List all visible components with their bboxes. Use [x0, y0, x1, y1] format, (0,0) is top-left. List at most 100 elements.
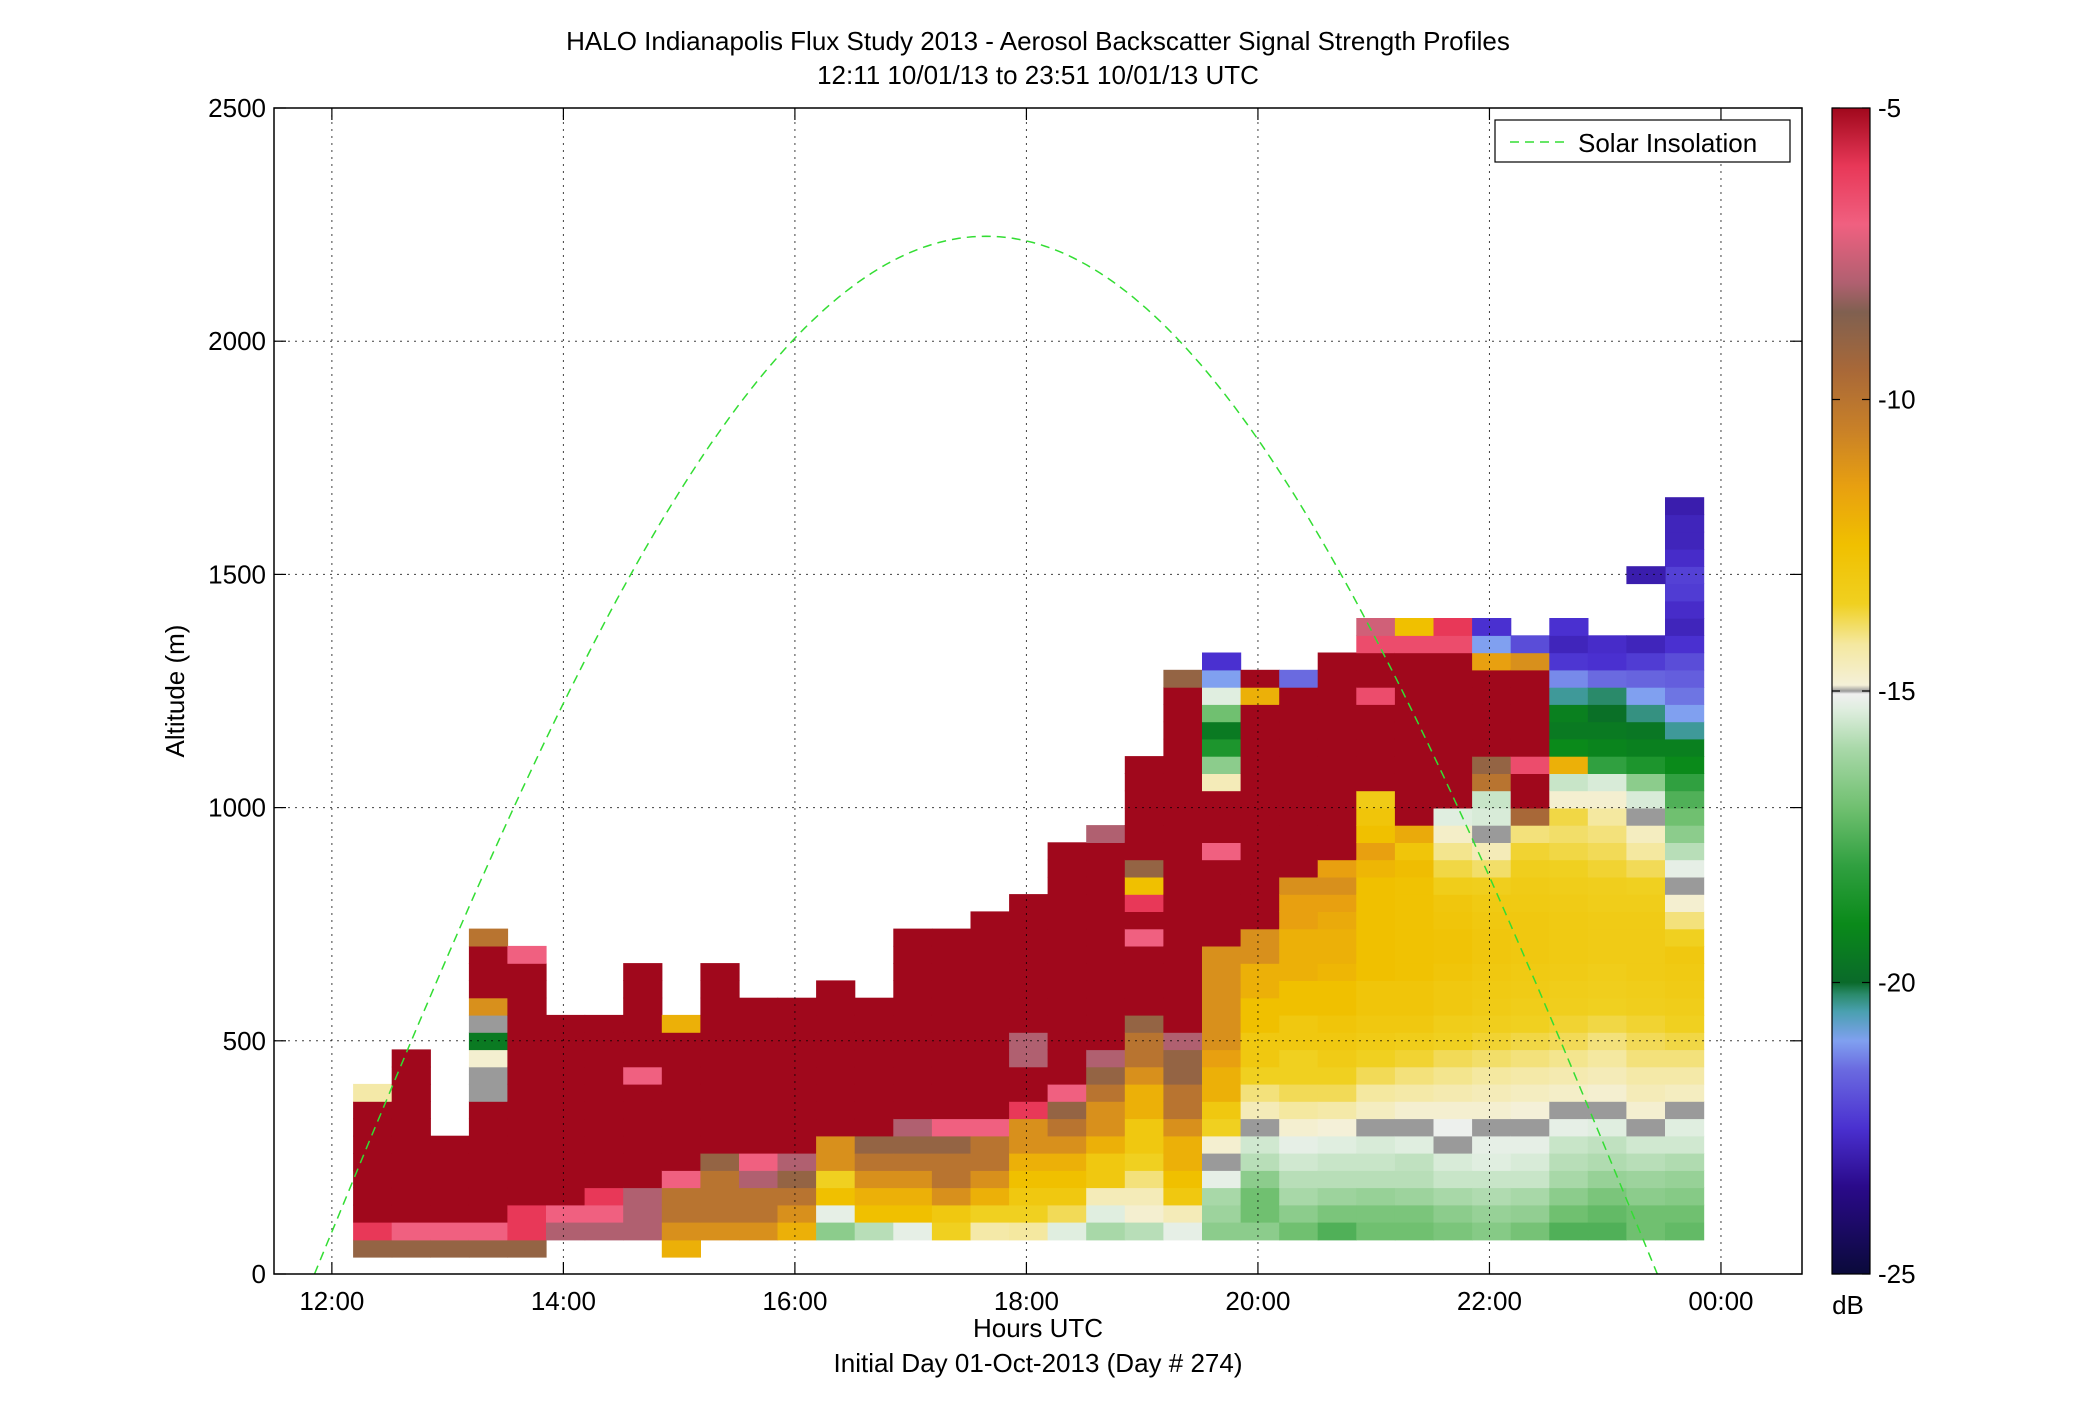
- heatmap-cell: [1240, 1153, 1280, 1171]
- heatmap-cell: [1510, 704, 1550, 723]
- heatmap-cell: [1279, 669, 1319, 688]
- heatmap-cell: [1665, 618, 1705, 636]
- heatmap-cell: [1549, 738, 1589, 757]
- heatmap-cell: [1510, 635, 1550, 654]
- heatmap-cell: [1510, 790, 1550, 809]
- heatmap-cell: [1124, 825, 1164, 843]
- heatmap-cell: [1356, 773, 1396, 792]
- heatmap-cell: [1394, 963, 1435, 981]
- colorbar-tick-label: -10: [1878, 385, 1916, 415]
- heatmap-cell: [1549, 756, 1589, 774]
- heatmap-cell: [468, 997, 509, 1016]
- heatmap-cell: [1202, 997, 1242, 1016]
- heatmap-cell: [1086, 980, 1126, 999]
- heatmap-cell: [1163, 945, 1203, 964]
- heatmap-cell: [1356, 618, 1396, 636]
- heatmap-cell: [1472, 859, 1512, 878]
- heatmap-cell: [1356, 790, 1396, 809]
- heatmap-cell: [507, 1170, 547, 1189]
- heatmap-cell: [1202, 1032, 1242, 1051]
- heatmap-cell: [1510, 1032, 1550, 1051]
- heatmap-cell: [777, 997, 817, 1016]
- heatmap-cell: [1279, 790, 1319, 809]
- heatmap-cell: [816, 1049, 856, 1068]
- heatmap-cell: [1549, 1187, 1589, 1206]
- heatmap-cell: [1356, 1135, 1396, 1154]
- heatmap-cell: [1086, 1204, 1126, 1223]
- heatmap-cell: [1665, 738, 1705, 757]
- heatmap-cell: [1665, 497, 1705, 516]
- heatmap-cell: [1549, 825, 1589, 843]
- heatmap-cell: [1240, 859, 1280, 878]
- heatmap-cell: [1510, 1083, 1550, 1102]
- heatmap-cell: [700, 1170, 740, 1189]
- x-axis-label: Hours UTC: [973, 1313, 1103, 1343]
- heatmap-cell: [1240, 963, 1280, 981]
- heatmap-cell: [931, 1222, 972, 1241]
- heatmap-cell: [1163, 1153, 1203, 1171]
- heatmap-cell: [1665, 928, 1705, 947]
- heatmap-cell: [1549, 945, 1589, 964]
- heatmap-cell: [1047, 1083, 1087, 1102]
- heatmap-cell: [1240, 894, 1280, 912]
- heatmap-cell: [1279, 1032, 1319, 1051]
- heatmap-cell: [391, 1222, 431, 1241]
- heatmap-cell: [507, 1101, 547, 1120]
- heatmap-cell: [1665, 876, 1705, 895]
- heatmap-cell: [931, 1066, 972, 1085]
- heatmap-cell: [1549, 652, 1589, 671]
- y-tick-label: 2000: [208, 326, 266, 356]
- heatmap-cell: [1086, 963, 1126, 981]
- heatmap-cell: [1510, 1187, 1550, 1206]
- heatmap-cell: [1317, 980, 1357, 999]
- heatmap-cell: [1472, 1032, 1512, 1051]
- heatmap-cell: [1317, 997, 1357, 1016]
- heatmap-cell: [1163, 790, 1203, 809]
- heatmap-cell: [1549, 635, 1589, 654]
- heatmap-cell: [1240, 825, 1280, 843]
- heatmap-cell: [1009, 1170, 1049, 1189]
- heatmap-cell: [1510, 1170, 1550, 1189]
- heatmap-cell: [1394, 1187, 1435, 1206]
- heatmap-cell: [1086, 1118, 1126, 1137]
- heatmap-cell: [1240, 773, 1280, 792]
- heatmap-cell: [1472, 1153, 1512, 1171]
- heatmap-cell: [1394, 704, 1435, 723]
- heatmap-cell: [1202, 1083, 1242, 1102]
- heatmap-cell: [1047, 1187, 1087, 1206]
- heatmap-cell: [1587, 1204, 1627, 1223]
- heatmap-cell: [1317, 756, 1357, 774]
- heatmap-cell: [1202, 825, 1242, 843]
- heatmap-cell: [353, 1170, 393, 1189]
- heatmap-cell: [1665, 1101, 1705, 1120]
- heatmap-cell: [468, 1239, 509, 1258]
- heatmap-cell: [468, 928, 509, 947]
- heatmap-cell: [1124, 859, 1164, 878]
- heatmap-cell: [854, 1204, 894, 1223]
- heatmap-cell: [1472, 1170, 1512, 1189]
- heatmap-cell: [623, 1118, 663, 1137]
- heatmap-cell: [1433, 963, 1473, 981]
- heatmap-cell: [353, 1101, 393, 1120]
- heatmap-cell: [1240, 721, 1280, 740]
- heatmap-cell: [1356, 997, 1396, 1016]
- colorbar-unit-label: dB: [1832, 1290, 1864, 1320]
- heatmap-cell: [1587, 669, 1627, 688]
- heatmap-cell: [1124, 911, 1164, 930]
- heatmap-cell: [1240, 945, 1280, 964]
- heatmap-cell: [777, 1066, 817, 1085]
- heatmap-cell: [1163, 1135, 1203, 1154]
- heatmap-cell: [1472, 980, 1512, 999]
- heatmap-cell: [1279, 1222, 1319, 1241]
- heatmap-cell: [1394, 842, 1435, 861]
- heatmap-cell: [1665, 1066, 1705, 1085]
- heatmap-cell: [1626, 756, 1666, 774]
- heatmap-cell: [1472, 963, 1512, 981]
- heatmap-cell: [1549, 1066, 1589, 1085]
- heatmap-cell: [1202, 1170, 1242, 1189]
- heatmap-cell: [1202, 911, 1242, 930]
- heatmap-cell: [1665, 1222, 1705, 1241]
- heatmap-cell: [893, 1014, 933, 1033]
- heatmap-cell: [700, 1066, 740, 1085]
- heatmap-cell: [1626, 963, 1666, 981]
